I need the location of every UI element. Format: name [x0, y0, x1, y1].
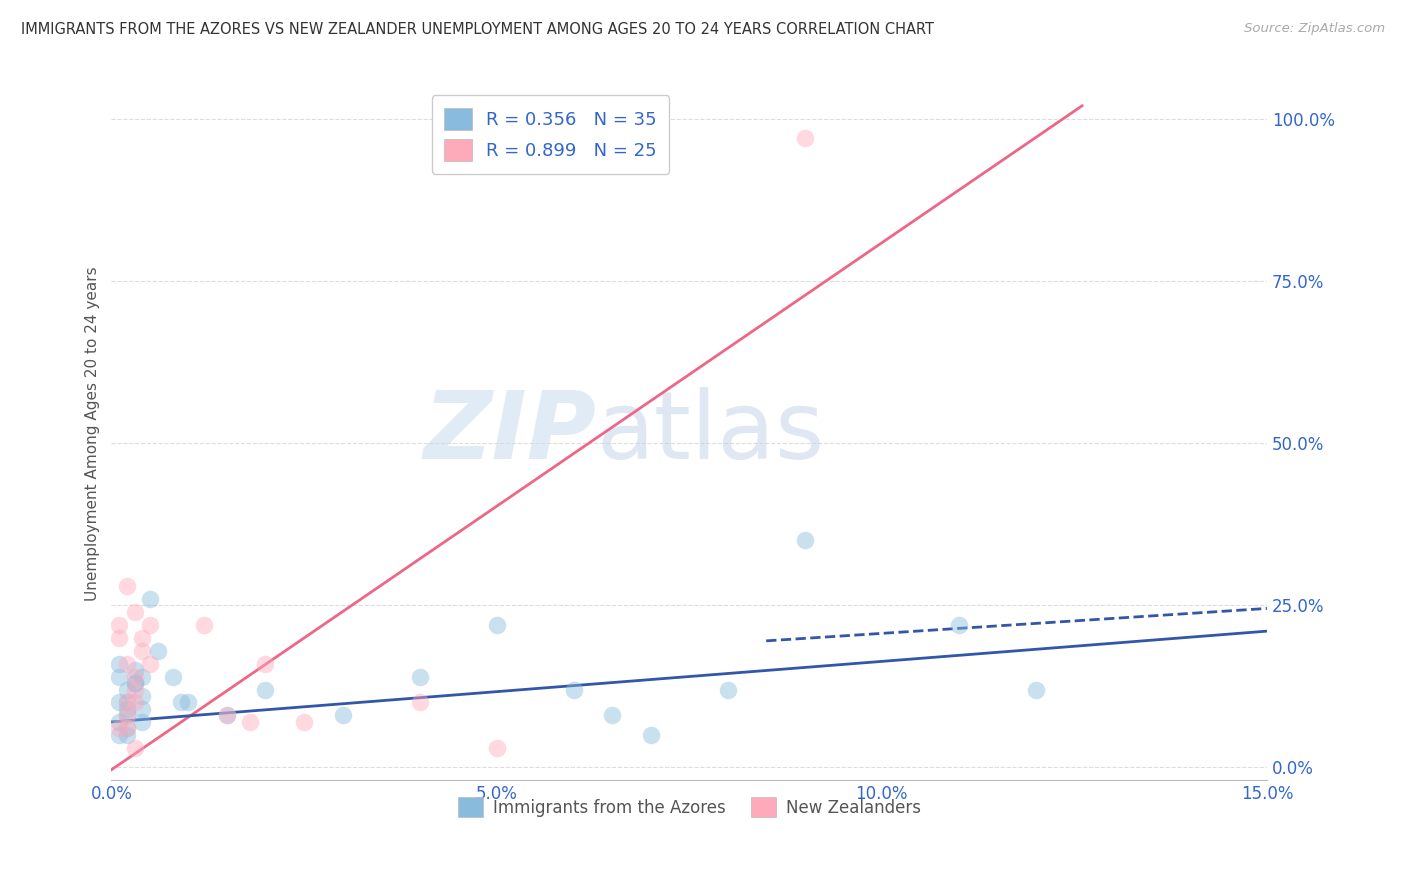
Point [108, 617, 131, 632]
Point [124, 740, 146, 755]
Point [115, 722, 138, 736]
Point [124, 605, 146, 619]
Point [485, 740, 508, 755]
Point [640, 728, 662, 742]
Point [215, 708, 238, 723]
Point [124, 696, 146, 710]
Point [146, 643, 169, 657]
Point [239, 714, 262, 729]
Point [115, 722, 138, 736]
Point [162, 669, 184, 683]
Point [131, 669, 153, 683]
Point [108, 631, 131, 645]
Point [115, 696, 138, 710]
Point [108, 728, 131, 742]
Point [115, 657, 138, 671]
Point [115, 579, 138, 593]
Point [254, 657, 277, 671]
Point [115, 708, 138, 723]
Point [115, 728, 138, 742]
Point [115, 702, 138, 716]
Point [115, 682, 138, 697]
Point [562, 682, 585, 697]
Point [108, 722, 131, 736]
Point [139, 657, 162, 671]
Point [254, 682, 277, 697]
Point [108, 714, 131, 729]
Point [793, 533, 815, 548]
Point [131, 702, 153, 716]
Point [139, 591, 162, 606]
Text: Source: ZipAtlas.com: Source: ZipAtlas.com [1244, 22, 1385, 36]
Point [177, 696, 200, 710]
Point [115, 708, 138, 723]
Point [124, 676, 146, 690]
Point [193, 617, 215, 632]
Point [139, 617, 162, 632]
Y-axis label: Unemployment Among Ages 20 to 24 years: Unemployment Among Ages 20 to 24 years [86, 266, 100, 600]
Point [131, 643, 153, 657]
Point [131, 631, 153, 645]
Point [215, 708, 238, 723]
Text: IMMIGRANTS FROM THE AZORES VS NEW ZEALANDER UNEMPLOYMENT AMONG AGES 20 TO 24 YEA: IMMIGRANTS FROM THE AZORES VS NEW ZEALAN… [21, 22, 934, 37]
Point [115, 696, 138, 710]
Point [170, 696, 193, 710]
Point [124, 663, 146, 677]
Point [332, 708, 354, 723]
Legend: Immigrants from the Azores, New Zealanders: Immigrants from the Azores, New Zealande… [451, 790, 927, 824]
Text: atlas: atlas [596, 387, 825, 479]
Point [948, 617, 970, 632]
Point [131, 714, 153, 729]
Point [131, 689, 153, 703]
Point [1025, 682, 1047, 697]
Point [108, 657, 131, 671]
Point [292, 714, 315, 729]
Point [485, 617, 508, 632]
Point [408, 696, 430, 710]
Point [124, 676, 146, 690]
Text: ZIP: ZIP [423, 387, 596, 479]
Point [717, 682, 740, 697]
Point [408, 669, 430, 683]
Point [108, 669, 131, 683]
Point [600, 708, 623, 723]
Point [108, 696, 131, 710]
Point [124, 669, 146, 683]
Point [793, 131, 815, 145]
Point [124, 682, 146, 697]
